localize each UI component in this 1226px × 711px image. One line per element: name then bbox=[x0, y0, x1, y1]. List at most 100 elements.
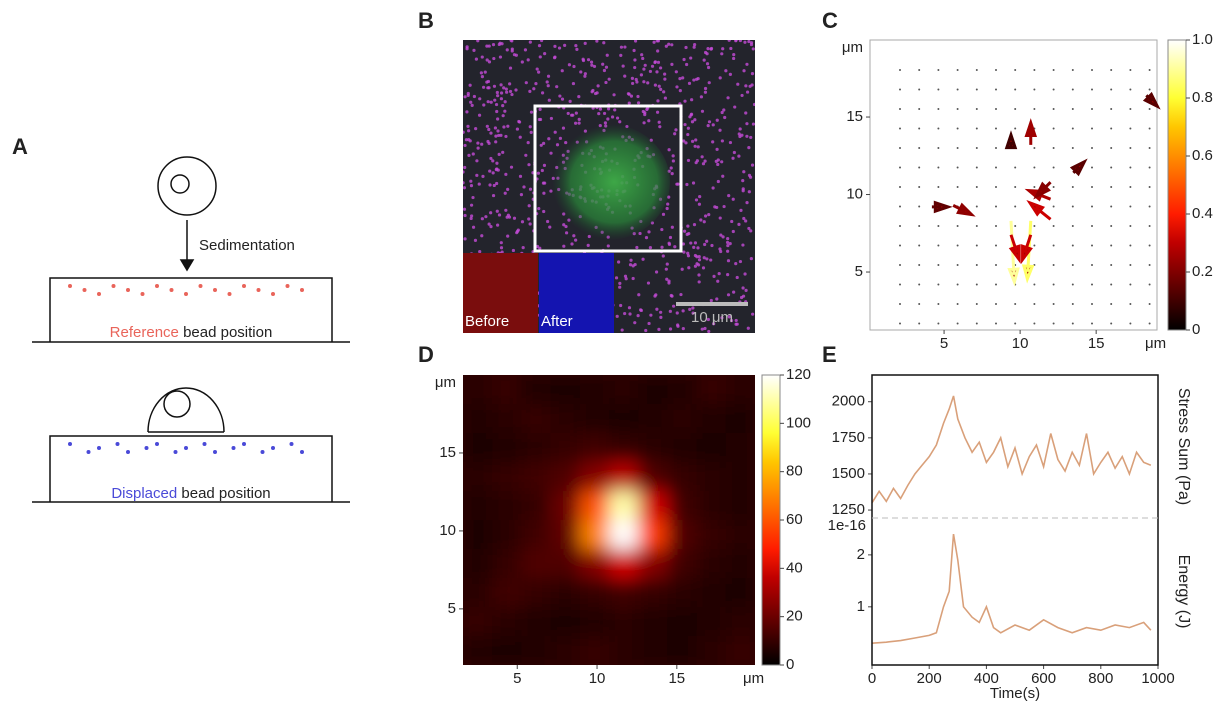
heatmap-cell bbox=[638, 462, 668, 492]
bead bbox=[751, 122, 755, 126]
bead bbox=[542, 163, 547, 168]
grid-dot bbox=[1129, 264, 1132, 266]
grid-dot bbox=[1014, 186, 1017, 188]
bead bbox=[497, 152, 501, 156]
bead bbox=[505, 215, 509, 219]
bead bbox=[750, 163, 755, 167]
bead bbox=[673, 245, 677, 249]
grid-dot bbox=[995, 264, 997, 266]
bead bbox=[747, 145, 751, 150]
bead bbox=[627, 92, 631, 96]
caption-rest: bead position bbox=[181, 485, 270, 502]
bead bbox=[602, 111, 607, 116]
grid-dot bbox=[1129, 225, 1132, 227]
bead bbox=[745, 90, 750, 94]
bead bbox=[583, 72, 587, 76]
bead bbox=[667, 241, 671, 245]
bead bbox=[574, 238, 578, 242]
bead bbox=[691, 181, 696, 185]
bead bbox=[690, 139, 695, 143]
bead bbox=[496, 223, 500, 227]
grid-dot bbox=[1110, 322, 1113, 325]
bead bbox=[715, 118, 719, 122]
bead bbox=[629, 258, 633, 262]
bead bbox=[723, 115, 727, 120]
bead bbox=[492, 56, 496, 61]
bead bbox=[674, 128, 678, 132]
bead bbox=[468, 83, 472, 87]
bead bbox=[574, 111, 578, 115]
bead bbox=[732, 53, 736, 57]
bead bbox=[577, 121, 581, 125]
bead bbox=[726, 293, 731, 297]
grid-dot bbox=[1033, 88, 1036, 91]
bead bbox=[499, 91, 504, 95]
heatmap-cell bbox=[550, 549, 581, 579]
grid-dot bbox=[1148, 283, 1151, 286]
bead bbox=[596, 84, 600, 88]
bead bbox=[467, 129, 471, 133]
bead bbox=[514, 53, 518, 57]
bead bbox=[499, 246, 504, 250]
bead bbox=[536, 171, 540, 175]
bead bbox=[694, 161, 698, 165]
bead bbox=[682, 139, 686, 143]
bead bbox=[466, 93, 470, 98]
bead bbox=[646, 81, 650, 85]
bead bbox=[538, 246, 542, 250]
bead bbox=[665, 262, 669, 266]
grid-dot bbox=[1014, 166, 1017, 169]
image-label: After bbox=[541, 313, 573, 330]
bead bbox=[562, 223, 566, 227]
bead bbox=[691, 306, 695, 310]
grid-dot bbox=[899, 108, 901, 110]
bead bbox=[68, 284, 72, 288]
bead bbox=[662, 90, 666, 94]
bead bbox=[495, 161, 499, 165]
bead bbox=[475, 173, 479, 177]
bead bbox=[631, 276, 635, 281]
arrow bbox=[1026, 199, 1052, 221]
grid-dot bbox=[899, 283, 901, 286]
bead bbox=[690, 120, 695, 124]
bead bbox=[717, 272, 721, 276]
heatmap-cell bbox=[725, 491, 755, 521]
grid-dot bbox=[1110, 244, 1113, 247]
x-tick-label: 10 bbox=[589, 670, 606, 687]
bead bbox=[503, 191, 507, 195]
bead bbox=[628, 263, 633, 267]
grid-dot bbox=[1129, 88, 1132, 91]
heatmap-cell bbox=[463, 520, 493, 550]
x-tick-label: 1000 bbox=[1141, 670, 1174, 687]
bead bbox=[491, 171, 495, 175]
scale-label: 10 μm bbox=[691, 309, 733, 326]
bead bbox=[672, 304, 676, 308]
bead bbox=[657, 327, 661, 332]
grid-dot bbox=[1052, 283, 1055, 286]
y-label: Stress Sum (Pa) bbox=[1175, 388, 1192, 505]
bead bbox=[646, 281, 651, 285]
grid-dot bbox=[1033, 186, 1036, 188]
bead bbox=[666, 202, 670, 206]
bead bbox=[463, 237, 467, 241]
bead bbox=[527, 217, 531, 221]
grid-dot bbox=[956, 108, 959, 110]
heatmap-cell bbox=[463, 549, 493, 579]
grid-dot bbox=[956, 225, 959, 227]
bead bbox=[488, 183, 492, 187]
bead bbox=[463, 181, 465, 185]
bead bbox=[492, 183, 496, 188]
bead bbox=[637, 293, 641, 297]
grid-dot bbox=[1091, 225, 1093, 227]
bead bbox=[583, 41, 587, 45]
bead bbox=[465, 47, 469, 51]
bead bbox=[546, 74, 551, 78]
bead bbox=[615, 116, 620, 120]
bead bbox=[655, 307, 659, 311]
grid-dot bbox=[1071, 88, 1074, 91]
bead bbox=[703, 242, 707, 247]
bead bbox=[667, 148, 671, 152]
bead bbox=[692, 245, 696, 249]
bead bbox=[512, 216, 517, 220]
bead bbox=[667, 279, 671, 283]
